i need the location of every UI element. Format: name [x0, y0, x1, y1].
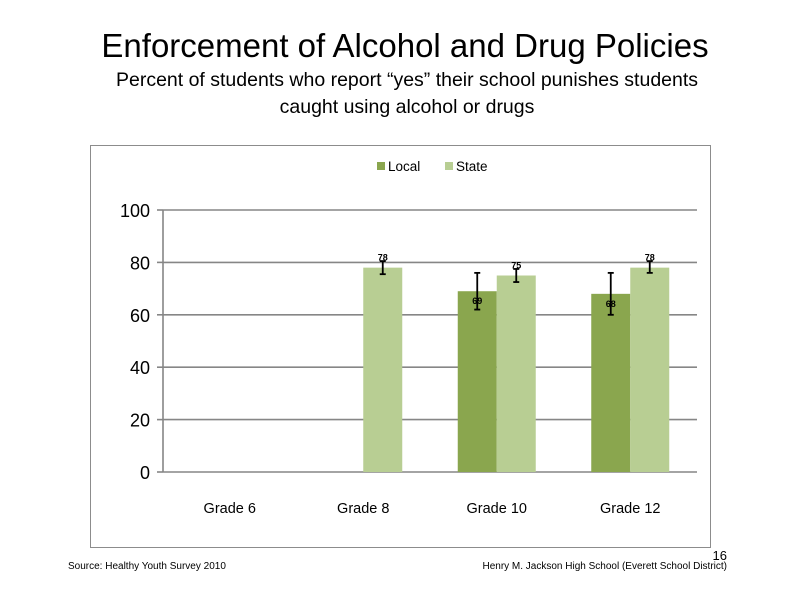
- x-tick-label: Grade 8: [337, 501, 389, 517]
- data-label: 68: [606, 299, 616, 309]
- page-title: Enforcement of Alcohol and Drug Policies: [101, 27, 709, 64]
- source-note: Source: Healthy Youth Survey 2010: [68, 561, 226, 572]
- x-tick-label: Grade 10: [467, 501, 527, 517]
- legend-label-local: Local: [388, 159, 420, 174]
- legend-swatch-state: [445, 162, 453, 170]
- y-tick-label: 100: [120, 201, 150, 221]
- y-tick-label: 0: [140, 463, 150, 483]
- legend-swatch-local: [377, 162, 385, 170]
- y-tick-label: 20: [130, 411, 150, 431]
- data-label: 75: [511, 261, 521, 271]
- subtitle-line-1: Percent of students who report “yes” the…: [115, 69, 699, 91]
- page-subtitle: Percent of students who report “yes” the…: [50, 67, 764, 121]
- subtitle-line-2: caught using alcohol or drugs: [279, 96, 535, 118]
- x-tick-label: Grade 6: [204, 501, 256, 517]
- bar-local: [457, 291, 497, 472]
- data-label: 78: [378, 253, 388, 263]
- y-tick-label: 80: [130, 253, 150, 273]
- bar-state: [496, 275, 536, 472]
- x-tick-label: Grade 12: [600, 501, 660, 517]
- legend-label-state: State: [456, 159, 488, 174]
- y-tick-label: 40: [130, 358, 150, 378]
- bar-local: [591, 293, 631, 472]
- school-note: Henry M. Jackson High School (Everett Sc…: [482, 561, 727, 572]
- bar-state: [363, 267, 403, 472]
- data-label: 69: [472, 296, 482, 306]
- page-number: 16: [712, 548, 727, 563]
- bar-state: [630, 267, 670, 472]
- y-tick-label: 60: [130, 306, 150, 326]
- data-label: 78: [645, 253, 655, 263]
